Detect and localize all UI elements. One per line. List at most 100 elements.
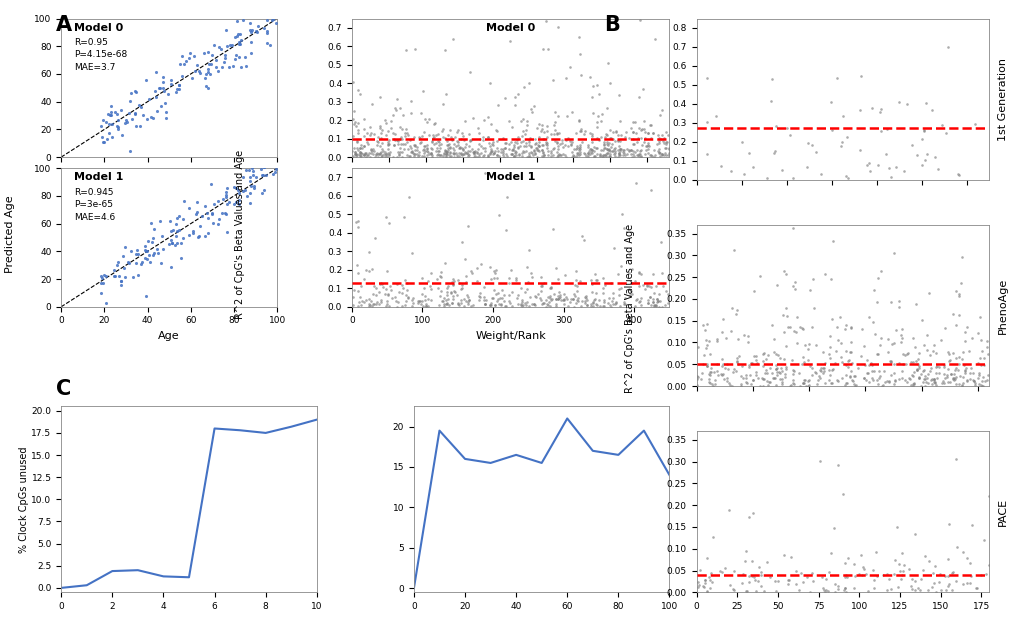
Point (932, 378, 949, 388)
Point (779, 575, 795, 585)
Point (550, 128, 567, 138)
Point (758, 368, 774, 378)
Point (787, 579, 803, 589)
Point (439, 287, 455, 297)
Point (572, 49, 588, 59)
Point (731, 352, 747, 362)
Point (594, 301, 610, 311)
Point (634, 140, 650, 150)
Point (948, 542, 964, 552)
Point (206, 40, 222, 50)
Point (701, 370, 717, 379)
Point (122, 146, 139, 155)
Point (639, 295, 655, 305)
Point (716, 363, 733, 373)
Point (243, 181, 259, 191)
Point (475, 295, 491, 305)
Point (782, 381, 798, 391)
Point (726, 364, 742, 374)
Point (934, 378, 951, 388)
Point (539, 126, 555, 136)
Point (720, 378, 737, 387)
Point (472, 141, 488, 151)
Point (625, 149, 641, 159)
Point (782, 322, 798, 332)
Point (369, 149, 385, 159)
Point (146, 224, 162, 234)
Point (445, 152, 462, 162)
Point (893, 548, 909, 558)
Point (381, 149, 397, 159)
Point (544, 150, 560, 160)
Point (582, 301, 598, 311)
Point (163, 238, 179, 247)
Point (923, 582, 940, 592)
Point (522, 147, 538, 157)
Point (230, 188, 247, 198)
Point (354, 296, 370, 306)
Point (394, 283, 411, 293)
Point (660, 148, 677, 158)
Point (630, 123, 646, 133)
Point (423, 136, 439, 146)
Point (401, 141, 418, 151)
Point (698, 587, 714, 597)
Point (420, 301, 436, 311)
Point (768, 366, 785, 376)
Point (253, 11, 269, 21)
Point (415, 86, 431, 96)
Point (110, 122, 126, 131)
Text: A: A (56, 15, 72, 35)
Point (397, 290, 414, 300)
Point (465, 147, 481, 157)
Point (797, 340, 813, 350)
Point (605, 144, 622, 154)
Point (822, 97, 839, 107)
Point (217, 192, 233, 202)
Point (537, 295, 553, 305)
Point (893, 366, 909, 376)
Point (584, 108, 600, 118)
Point (379, 138, 395, 147)
Point (106, 271, 122, 281)
Point (386, 103, 403, 113)
Point (945, 375, 961, 385)
Point (385, 140, 401, 150)
Point (737, 373, 753, 383)
Point (483, 147, 499, 157)
Point (599, 130, 615, 140)
Point (173, 253, 190, 263)
Point (820, 375, 837, 385)
Point (357, 265, 373, 275)
Point (890, 97, 906, 107)
Point (448, 152, 465, 162)
Point (461, 150, 477, 160)
Point (508, 89, 525, 99)
Point (548, 137, 565, 147)
Point (380, 141, 396, 151)
Point (709, 370, 726, 380)
Point (410, 151, 426, 161)
Point (126, 86, 143, 96)
Point (464, 114, 480, 123)
Point (767, 122, 784, 131)
Point (961, 368, 977, 378)
Point (812, 363, 828, 373)
Point (409, 149, 425, 159)
Point (452, 295, 469, 305)
Point (200, 47, 216, 57)
Point (570, 116, 586, 126)
Point (167, 231, 183, 241)
Point (535, 298, 551, 308)
Point (444, 147, 461, 157)
Point (740, 360, 756, 370)
Point (905, 378, 921, 388)
Point (698, 586, 714, 596)
Point (227, 32, 244, 42)
Point (891, 373, 907, 383)
Point (350, 125, 366, 135)
Point (175, 59, 192, 68)
Point (602, 302, 619, 312)
Point (878, 123, 895, 133)
Point (444, 280, 461, 289)
